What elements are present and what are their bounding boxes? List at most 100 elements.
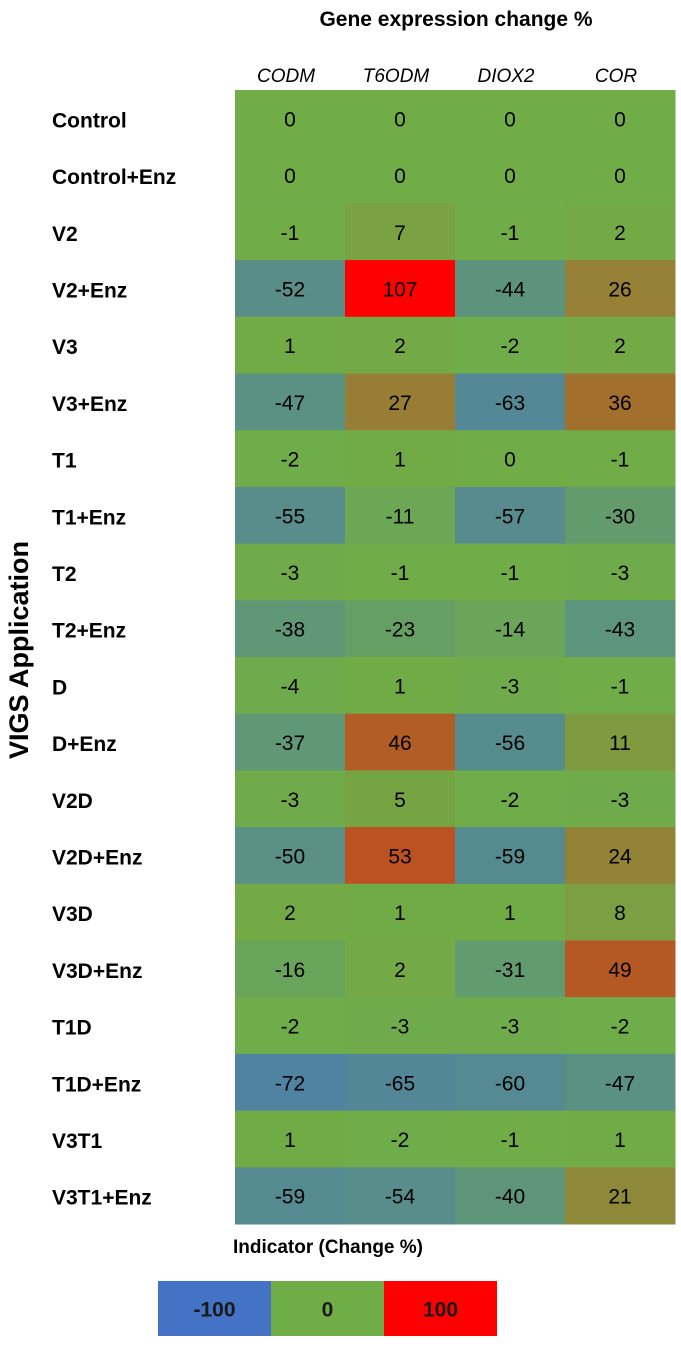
cell-value-label: 0 (504, 165, 516, 188)
cell-value-label: 1 (394, 675, 406, 698)
cell-value-label: 24 (608, 845, 632, 868)
row-label: V2+Enz (52, 279, 127, 302)
row-label: V2 (52, 223, 78, 246)
cell-value-label: -59 (495, 845, 525, 868)
cell-value-label: 2 (614, 222, 626, 245)
legend-title: Indicator (Change %) (233, 1237, 423, 1258)
row-label: V2D+Enz (52, 846, 142, 869)
heatmap-cell (345, 146, 456, 204)
cell-value-label: 0 (284, 108, 296, 131)
heatmap-cell (455, 600, 566, 658)
column-label: DIOX2 (477, 66, 534, 87)
cell-value-label: 107 (382, 278, 417, 301)
column-label: T6ODM (363, 66, 430, 87)
column-labels: CODM T6ODM DIOX2 COR (257, 66, 637, 87)
heatmap-cell (565, 486, 676, 545)
chart-title: Gene expression change % (319, 8, 592, 31)
legend-label: 100 (423, 1299, 458, 1322)
heatmap-cell (565, 90, 676, 148)
row-label: T2 (52, 563, 77, 586)
cell-value-label: 2 (284, 902, 296, 925)
heatmap-cell (345, 600, 456, 658)
cell-value-label: -2 (281, 1016, 300, 1039)
cell-value-label: -1 (391, 562, 410, 585)
heatmap-cell (455, 827, 566, 885)
heatmap-cell (565, 1167, 676, 1225)
cell-value-label: -72 (275, 1072, 305, 1095)
heatmap-cell (565, 657, 676, 715)
row-label: V3T1+Enz (52, 1187, 152, 1210)
cell-value-label: 1 (284, 1129, 296, 1152)
cell-value-label: 5 (394, 789, 406, 812)
row-label: Control+Enz (52, 166, 176, 189)
cell-value-label: -37 (275, 732, 305, 755)
legend-label: -100 (193, 1299, 235, 1322)
legend-label: 0 (322, 1299, 334, 1322)
y-axis-label: VIGS Application (4, 541, 34, 759)
cell-value-label: -2 (391, 1129, 410, 1152)
row-label: V3D+Enz (52, 960, 142, 983)
heatmap-cell (345, 883, 456, 941)
cell-value-label: -60 (495, 1072, 525, 1095)
cell-value-label: -3 (501, 1016, 520, 1039)
heatmap-cell (345, 827, 456, 885)
heatmap-cell (455, 1053, 566, 1112)
legend-swatch (158, 1281, 271, 1336)
heatmap-cell (235, 316, 346, 374)
heatmap-cell (235, 713, 346, 771)
heatmap-cell (235, 430, 346, 488)
cell-value-label: 0 (394, 165, 406, 188)
heatmap-cell (565, 1110, 676, 1168)
heatmap-cell (565, 1053, 676, 1112)
row-label: T1D (52, 1017, 92, 1040)
cell-value-label: 46 (388, 732, 411, 755)
cell-value-label: -44 (495, 278, 526, 301)
heatmap-cell (235, 657, 346, 715)
cell-value-label: -16 (275, 959, 305, 982)
heatmap-cell (235, 770, 346, 828)
cell-value-label: -40 (495, 1186, 525, 1209)
heatmap-cell (345, 486, 456, 545)
cell-value-label: -3 (611, 562, 630, 585)
row-label: T1+Enz (52, 506, 126, 529)
cell-value-label: -59 (275, 1186, 305, 1209)
heatmap-cell (345, 997, 456, 1055)
row-label: T1 (52, 450, 77, 473)
heatmap-cell (235, 543, 346, 601)
heatmap-cell (235, 997, 346, 1055)
cell-value-label: 0 (284, 165, 296, 188)
cell-value-label: -47 (605, 1072, 635, 1095)
cell-value-label: -2 (611, 1016, 630, 1039)
cell-value-label: 7 (394, 222, 406, 245)
cell-value-label: -31 (495, 959, 525, 982)
heatmap-cell (345, 260, 456, 318)
cell-value-label: -2 (501, 335, 520, 358)
legend-swatch (384, 1281, 497, 1336)
row-labels: Control Control+Enz V2 V2+Enz V3 V3+Enz T1 T1+E… (52, 109, 176, 1209)
heatmap-cell (455, 543, 566, 601)
cell-value-label: -3 (281, 789, 300, 812)
heatmap-cell (565, 600, 676, 658)
heatmap-cell (235, 146, 346, 204)
heatmap-cell (235, 260, 346, 318)
cell-value-label: -4 (281, 675, 300, 698)
cell-value-label: 36 (608, 392, 631, 415)
heatmap-cell (235, 373, 346, 431)
heatmap-cell (345, 657, 456, 715)
heatmap-cell (345, 1053, 456, 1112)
heatmap-cell (455, 997, 566, 1055)
heatmap-cell (455, 940, 566, 998)
heatmap-cell (345, 430, 456, 488)
cell-value-label: 27 (388, 392, 411, 415)
heatmap-cell (345, 1167, 456, 1225)
cell-value-label: -3 (281, 562, 300, 585)
heatmap-cell (565, 316, 676, 374)
heatmap-cell (235, 1110, 346, 1168)
heatmap-cell (235, 940, 346, 998)
heatmap-cell (235, 203, 346, 261)
row-label: V3T1 (52, 1130, 103, 1153)
cell-value-label: -23 (385, 619, 415, 642)
cell-value-label: -30 (605, 505, 635, 528)
heatmap-cell (455, 316, 566, 374)
cell-value-label: 1 (394, 902, 406, 925)
